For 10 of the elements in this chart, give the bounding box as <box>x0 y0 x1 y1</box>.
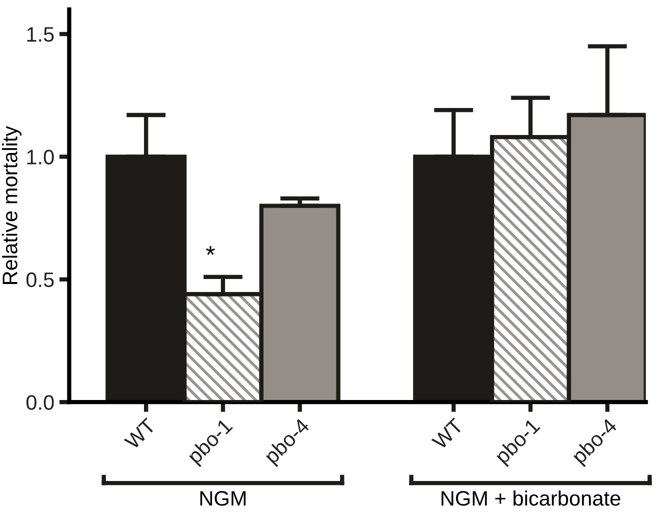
text: NGM <box>200 490 246 506</box>
text: NGM + bicarbonate <box>442 490 620 506</box>
annotation: * <box>206 246 215 255</box>
y-tick-label: 0.5 <box>26 272 54 288</box>
y-tick-label: 0.0 <box>26 395 54 410</box>
x-tick-label: WT <box>124 418 156 450</box>
y-axis-title: Relative mortality <box>2 126 22 284</box>
y-tick-label: 1.0 <box>27 150 54 164</box>
x-tick-label: WT <box>431 418 464 450</box>
y-tick-label: 1.5 <box>27 27 54 42</box>
